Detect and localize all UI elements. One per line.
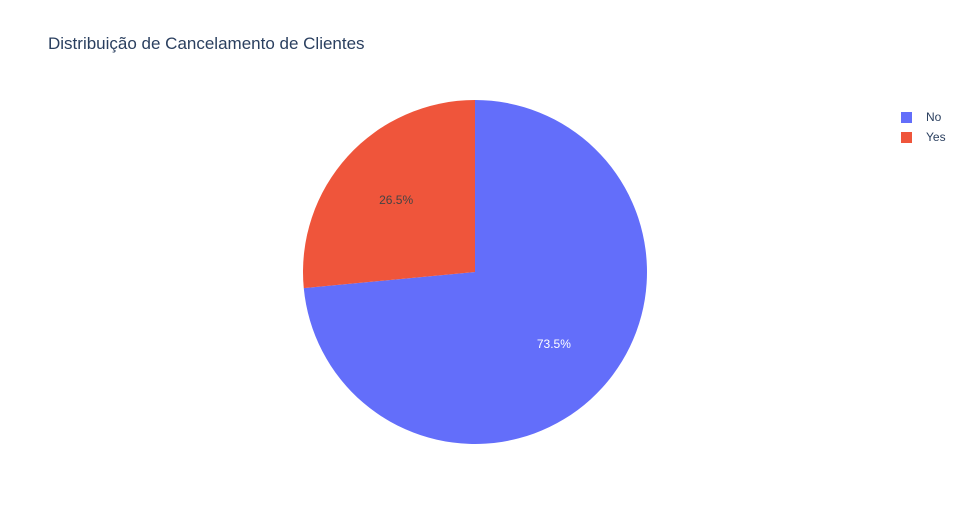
legend-swatch-no <box>901 111 912 123</box>
chart-title: Distribuição de Cancelamento de Clientes <box>48 34 365 53</box>
legend-item-yes[interactable]: Yes <box>901 127 946 147</box>
pie-slice-yes[interactable] <box>303 100 475 289</box>
pie-slice-no[interactable] <box>303 100 647 444</box>
legend-swatch-yes <box>901 131 912 143</box>
legend-label-no: No <box>926 110 942 124</box>
slice-label-yes: 26.5% <box>379 193 413 207</box>
legend-item-no[interactable]: No <box>901 107 946 127</box>
slice-label-no: 73.5% <box>537 337 571 351</box>
legend: No Yes <box>901 107 946 147</box>
legend-label-yes: Yes <box>926 130 946 144</box>
